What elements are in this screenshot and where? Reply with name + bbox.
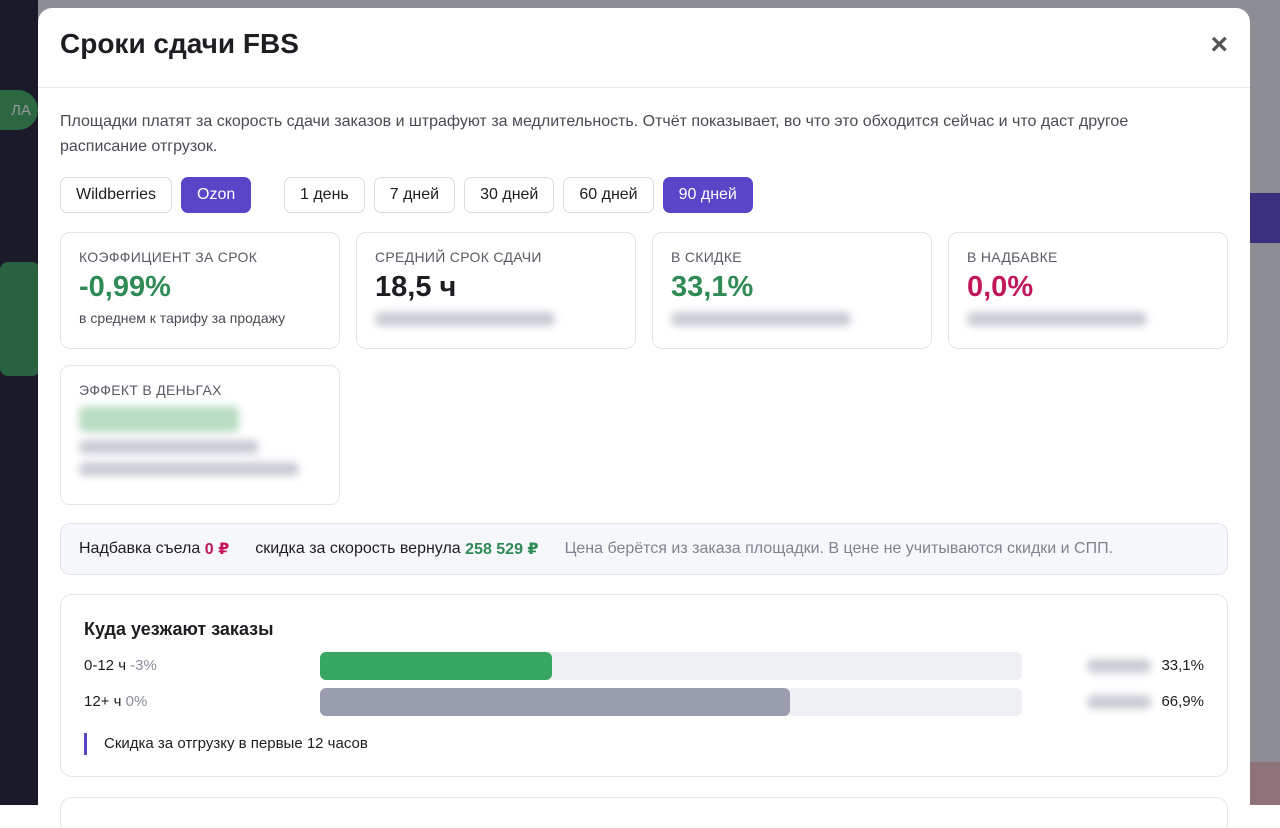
blurred-note <box>79 462 299 476</box>
blurred-note <box>967 312 1147 326</box>
distribution-row: 12+ ч 0% 66,9% <box>84 688 1204 716</box>
summary-value: 0 ₽ <box>205 539 229 559</box>
description: Площадки платят за скорость сдачи заказо… <box>60 109 1210 159</box>
row-share: 33,1% <box>1161 657 1204 674</box>
row-value: 66,9% <box>1087 693 1204 710</box>
bar <box>320 688 790 716</box>
blurred-note <box>79 440 259 454</box>
blurred-value <box>79 406 239 432</box>
card-label: СРЕДНИЙ СРОК СДАЧИ <box>375 249 617 265</box>
row-label: 12+ ч 0% <box>84 693 147 710</box>
row-share: 66,9% <box>1161 693 1204 710</box>
blurred-amount <box>1087 695 1151 709</box>
close-button[interactable]: × <box>1210 28 1228 62</box>
blurred-amount <box>1087 659 1151 673</box>
card-label: В НАДБАВКЕ <box>967 249 1209 265</box>
distribution-row: 0-12 ч -3% 33,1% <box>84 652 1204 680</box>
marketplace-tab[interactable]: Ozon <box>181 177 251 213</box>
summary-label: Надбавка съела <box>79 540 200 558</box>
card-value: 0,0% <box>967 271 1209 304</box>
section-title: Куда уезжают заказы <box>84 619 274 640</box>
next-card <box>60 797 1228 828</box>
blurred-note <box>671 312 851 326</box>
modal: Сроки сдачи FBS × Площадки платят за ско… <box>38 8 1250 828</box>
page: ЛА Сроки сдачи FBS × Площадки платят за … <box>0 0 1280 805</box>
card-value: 33,1% <box>671 271 913 304</box>
metric-card: В НАДБАВКЕ 0,0% <box>948 232 1228 349</box>
card-label: КОЭФФИЦИЕНТ ЗА СРОК <box>79 249 321 265</box>
summary: Надбавка съела 0 ₽ скидка за скорость ве… <box>60 523 1228 575</box>
metric-card: ЭФФЕКТ В ДЕНЬГАХ <box>60 365 340 505</box>
marketplace-tab[interactable]: Wildberries <box>60 177 172 213</box>
modal-title: Сроки сдачи FBS <box>60 28 299 60</box>
row-name: 12+ ч <box>84 693 121 710</box>
row-label: 0-12 ч -3% <box>84 657 157 674</box>
period-tab[interactable]: 90 дней <box>663 177 753 213</box>
modal-header: Сроки сдачи FBS × <box>38 8 1250 88</box>
period-tab[interactable]: 1 день <box>284 177 365 213</box>
summary-value: 258 529 ₽ <box>465 539 538 559</box>
card-value: 18,5 ч <box>375 271 617 304</box>
metric-card: КОЭФФИЦИЕНТ ЗА СРОК -0,99% в среднем к тар… <box>60 232 340 349</box>
row-value: 33,1% <box>1087 657 1204 674</box>
period-tab[interactable]: 30 дней <box>464 177 554 213</box>
row-rate: 0% <box>126 693 148 710</box>
bar-track <box>320 688 1022 716</box>
card-note: в среднем к тарифу за продажу <box>79 310 321 326</box>
card-value: -0,99% <box>79 271 321 304</box>
distribution-card: Куда уезжают заказы Скидка за отгрузку в… <box>60 594 1228 777</box>
bar <box>320 652 552 680</box>
metric-card: В СКИДКЕ 33,1% <box>652 232 932 349</box>
period-tab[interactable]: 7 дней <box>374 177 455 213</box>
bar-track <box>320 652 1022 680</box>
legend: Скидка за отгрузку в первые 12 часов <box>84 733 368 755</box>
card-label: В СКИДКЕ <box>671 249 913 265</box>
summary-note: Цена берётся из заказа площадки. В цене … <box>565 540 1113 558</box>
card-label: ЭФФЕКТ В ДЕНЬГАХ <box>79 382 321 398</box>
metric-card: СРЕДНИЙ СРОК СДАЧИ 18,5 ч <box>356 232 636 349</box>
summary-label: скидка за скорость вернула <box>255 540 460 558</box>
period-tab[interactable]: 60 дней <box>563 177 653 213</box>
row-rate: -3% <box>130 657 157 674</box>
row-name: 0-12 ч <box>84 657 126 674</box>
blurred-note <box>375 312 555 326</box>
